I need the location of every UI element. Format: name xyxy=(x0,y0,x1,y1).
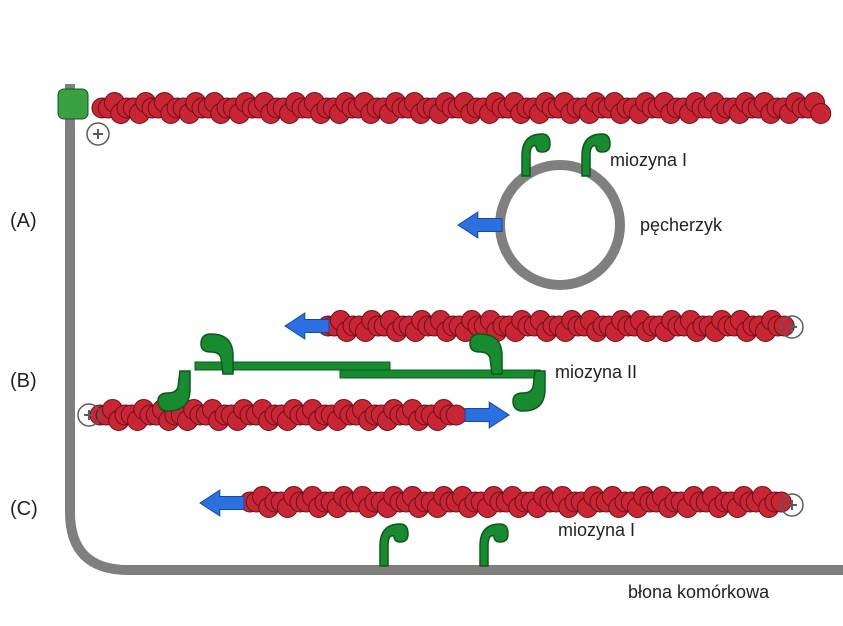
panel-label-c: (C) xyxy=(10,498,38,521)
panel-label-a: (A) xyxy=(10,210,37,233)
plus-end-marker-0 xyxy=(87,123,109,145)
actin-filament-2 xyxy=(90,400,466,431)
myosin-ii-filament xyxy=(158,334,545,411)
actin-filament-0 xyxy=(92,93,831,124)
label-myosin-ii: miozyna II xyxy=(555,362,637,383)
label-vesicle: pęcherzyk xyxy=(640,215,722,236)
actin-filament-1 xyxy=(318,311,794,342)
myosin-i-bottom-head-1 xyxy=(480,524,508,566)
direction-arrow-1 xyxy=(285,313,329,339)
direction-arrow-2 xyxy=(465,402,509,428)
membrane-anchor xyxy=(58,89,88,119)
diagram-svg xyxy=(0,0,843,626)
vesicle xyxy=(500,165,620,285)
direction-arrow-3 xyxy=(200,490,244,516)
myosin-i-top-head-1 xyxy=(582,134,610,176)
label-myosin-i-bottom: miozyna I xyxy=(558,520,635,541)
diagram-stage: (A) (B) (C) miozyna I pęcherzyk miozyna … xyxy=(0,0,843,626)
actin-filament-3 xyxy=(240,487,791,518)
label-myosin-i-top: miozyna I xyxy=(610,150,687,171)
direction-arrow-0 xyxy=(458,212,502,238)
panel-label-b: (B) xyxy=(10,370,37,393)
label-plasma-membrane: błona komórkowa xyxy=(628,582,769,603)
myosin-i-bottom-head-0 xyxy=(380,524,408,566)
